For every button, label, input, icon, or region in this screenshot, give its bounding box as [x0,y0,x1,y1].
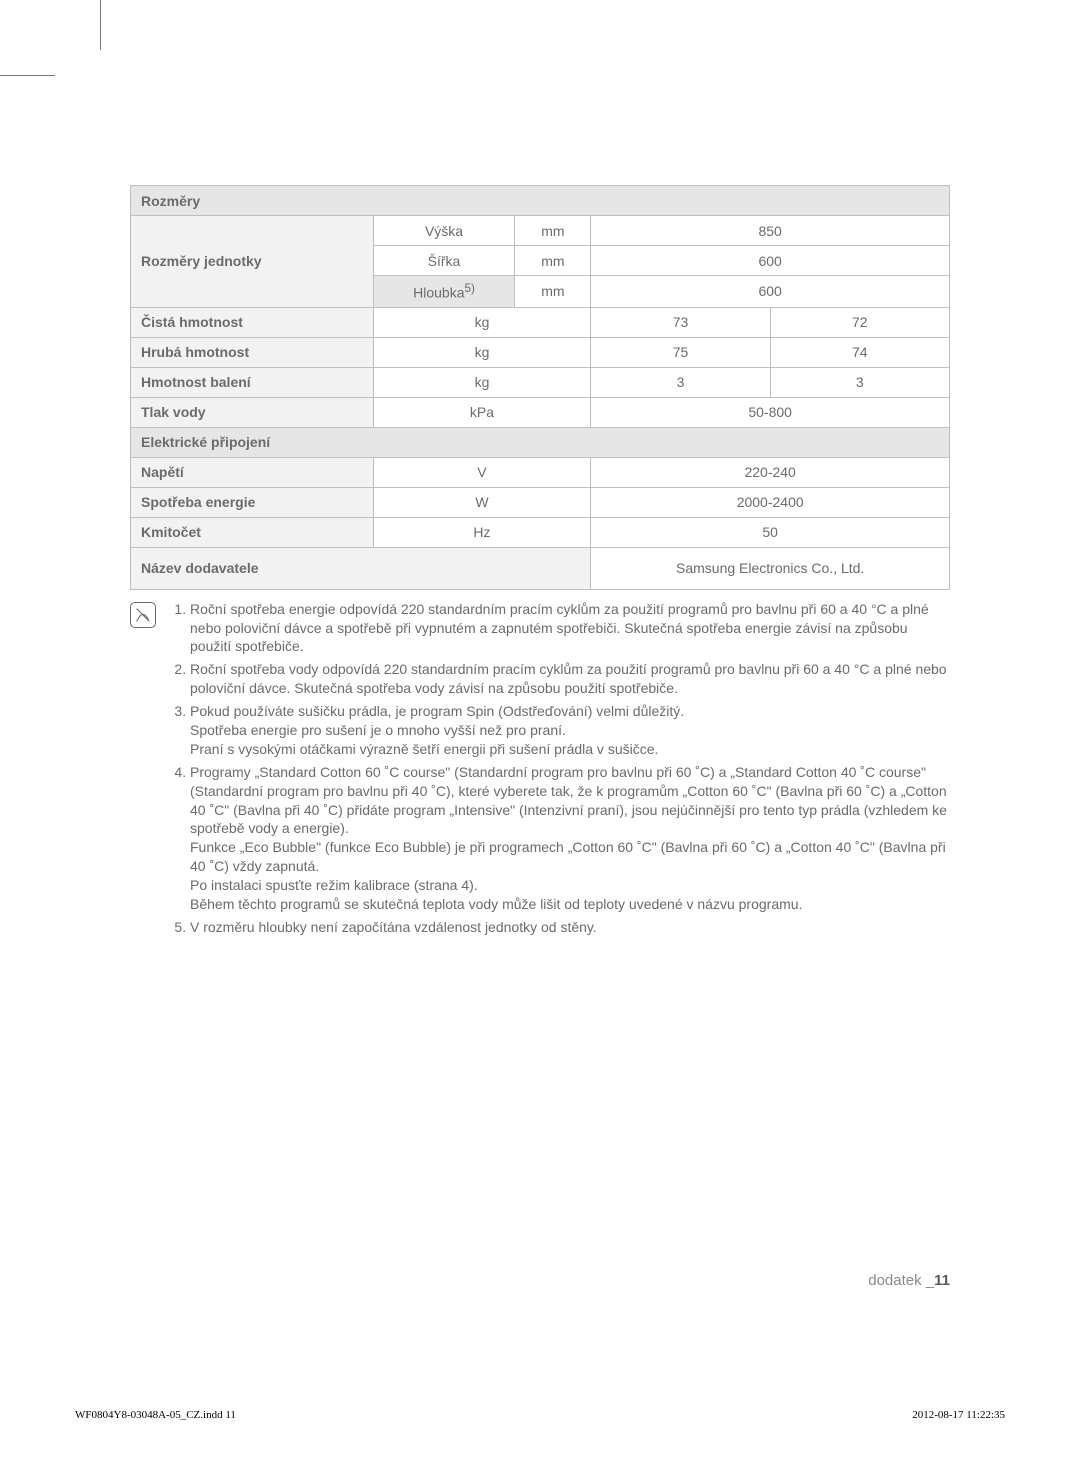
row-dimensions-unit: Rozměry jednotky [131,216,374,308]
value-height: 850 [591,216,950,246]
unit-kg-3: kg [373,367,591,397]
unit-mm-3: mm [515,276,591,308]
unit-v: V [373,457,591,487]
value-gross-a: 75 [591,337,770,367]
note-5: V rozměru hloubky není započítána vzdále… [190,918,950,937]
specifications-table: Rozměry Rozměry jednotky Výška mm 850 Ší… [130,185,950,590]
notes-list: Roční spotřeba energie odpovídá 220 stan… [168,600,950,941]
value-depth: 600 [591,276,950,308]
print-timestamp: 2012-08-17 11:22:35 [912,1409,1005,1421]
label-depth: Hloubka5) [373,276,515,308]
note-3: Pokud používáte sušičku prádla, je progr… [190,702,950,759]
row-net-weight: Čistá hmotnost [131,307,374,337]
row-supplier: Název dodavatele [131,547,591,589]
note-icon [130,602,156,628]
crop-mark-vertical [100,0,101,50]
row-pack-weight: Hmotnost balení [131,367,374,397]
section-dimensions: Rozměry [131,186,950,216]
value-voltage: 220-240 [591,457,950,487]
row-voltage: Napětí [131,457,374,487]
row-freq: Kmitočet [131,517,374,547]
value-width: 600 [591,246,950,276]
row-power: Spotřeba energie [131,487,374,517]
indd-filename: WF0804Y8-03048A-05_CZ.indd 11 [75,1409,236,1421]
unit-mm-2: mm [515,246,591,276]
value-water-pressure: 50-800 [591,397,950,427]
value-freq: 50 [591,517,950,547]
unit-w: W [373,487,591,517]
unit-hz: Hz [373,517,591,547]
crop-mark-horizontal [0,75,55,76]
note-2: Roční spotřeba vody odpovídá 220 standar… [190,660,950,698]
row-gross-weight: Hrubá hmotnost [131,337,374,367]
page-content: Rozměry Rozměry jednotky Výška mm 850 Ší… [130,185,950,941]
value-supplier: Samsung Electronics Co., Ltd. [591,547,950,589]
depth-sup: 5) [465,282,475,295]
value-pack-b: 3 [770,367,949,397]
unit-kg-2: kg [373,337,591,367]
label-width: Šířka [373,246,515,276]
value-gross-b: 74 [770,337,949,367]
footer-page-number: 11 [934,1272,950,1289]
value-pack-a: 3 [591,367,770,397]
footer-section: dodatek _ [868,1272,934,1289]
footer-page-label: dodatek _11 [868,1272,950,1289]
note-4: Programy „Standard Cotton 60 ˚C course" … [190,763,950,914]
unit-mm-1: mm [515,216,591,246]
row-water-pressure: Tlak vody [131,397,374,427]
value-net-b: 72 [770,307,949,337]
value-net-a: 73 [591,307,770,337]
unit-kg-1: kg [373,307,591,337]
section-electric: Elektrické připojení [131,427,950,457]
notes-block: Roční spotřeba energie odpovídá 220 stan… [130,600,950,941]
label-height: Výška [373,216,515,246]
unit-kpa: kPa [373,397,591,427]
note-1: Roční spotřeba energie odpovídá 220 stan… [190,600,950,657]
value-power: 2000-2400 [591,487,950,517]
